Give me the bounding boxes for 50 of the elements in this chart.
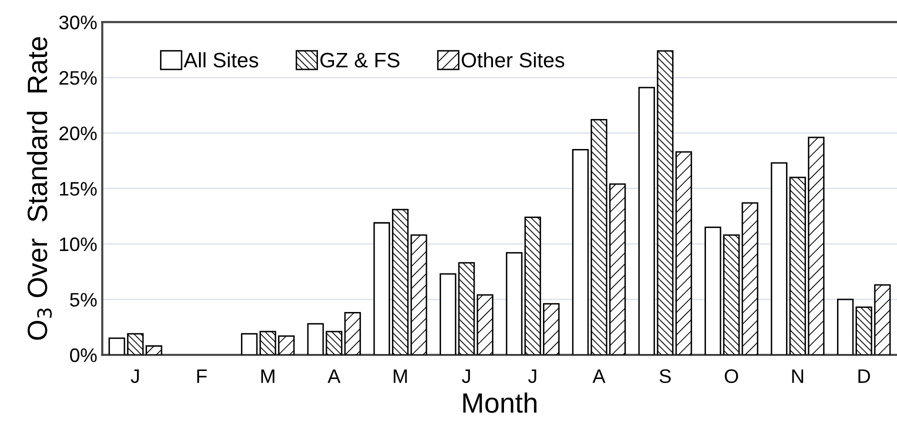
- bar: [392, 208, 409, 355]
- bar: [789, 176, 806, 355]
- x-tick-label: S: [660, 369, 671, 384]
- bar: [127, 333, 144, 355]
- y-tick-label: 15%: [60, 182, 97, 196]
- bar: [638, 86, 655, 355]
- y-tick-label: 30%: [59, 16, 97, 30]
- bar: [278, 335, 295, 355]
- y-tick-label: 25%: [59, 71, 97, 85]
- x-tick-label: N: [792, 369, 804, 383]
- bar: [856, 306, 872, 355]
- x-axis-title: Month: [463, 392, 536, 413]
- bar: [542, 303, 560, 355]
- x-tick-label: A: [592, 369, 606, 383]
- bar: [506, 252, 523, 355]
- bar: [260, 330, 276, 355]
- x-tick-label: O: [724, 369, 738, 384]
- bar: [410, 234, 428, 355]
- legend-label: GZ & FS: [320, 52, 400, 68]
- x-tick-label: D: [858, 369, 870, 383]
- x-tick-label: A: [328, 369, 341, 383]
- bar: [146, 345, 162, 355]
- x-tick-label: M: [394, 369, 407, 383]
- x-tick-label: J: [528, 369, 536, 384]
- x-tick-label: M: [261, 369, 274, 383]
- bar: [675, 151, 692, 355]
- legend-label: Other Sites: [462, 52, 564, 68]
- bar: [240, 333, 258, 355]
- y-tick-label: 20%: [59, 126, 97, 140]
- bar: [373, 222, 390, 355]
- bar: [808, 136, 825, 355]
- bar: [656, 50, 674, 355]
- bar: [742, 202, 758, 355]
- legend-label: All Sites: [184, 52, 258, 68]
- y-axis-title: O$_{3}$ Over Standard Rate: [26, 37, 52, 340]
- bar: [770, 162, 788, 355]
- x-tick-label: J: [462, 369, 470, 384]
- x-tick-label: J: [130, 369, 139, 384]
- bar: [344, 312, 361, 355]
- bar: [723, 234, 740, 355]
- bar: [837, 298, 854, 355]
- x-tick-label: F: [197, 369, 207, 383]
- bar: [572, 148, 589, 355]
- y-tick-label: 10%: [60, 237, 97, 252]
- bar: [108, 338, 126, 355]
- y-tick-label: 0%: [70, 348, 97, 362]
- bar: [524, 216, 542, 355]
- y-tick-label: 5%: [70, 292, 97, 307]
- bar: [704, 226, 722, 355]
- bar: [874, 284, 891, 355]
